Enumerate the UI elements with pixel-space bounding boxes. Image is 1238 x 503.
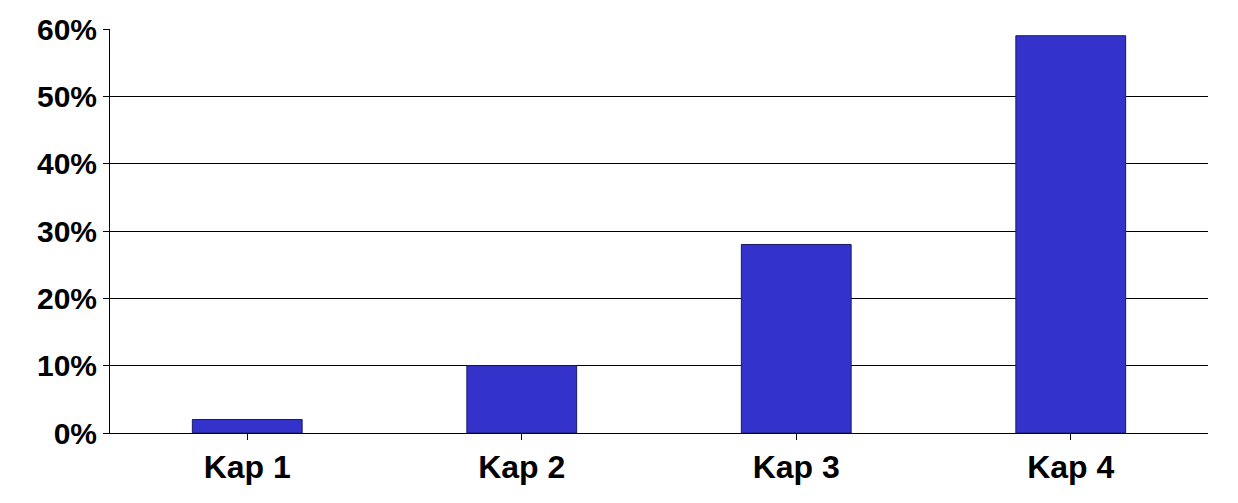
svg-text:60%: 60% <box>37 13 97 46</box>
svg-text:Kap 2: Kap 2 <box>478 449 565 485</box>
svg-text:Kap 3: Kap 3 <box>753 449 840 485</box>
svg-text:30%: 30% <box>37 215 97 248</box>
svg-text:0%: 0% <box>54 417 97 450</box>
svg-text:10%: 10% <box>37 349 97 382</box>
svg-text:Kap 1: Kap 1 <box>204 449 291 485</box>
svg-text:Kap 4: Kap 4 <box>1027 449 1114 485</box>
svg-text:50%: 50% <box>37 80 97 113</box>
svg-text:40%: 40% <box>37 147 97 180</box>
svg-text:20%: 20% <box>37 282 97 315</box>
